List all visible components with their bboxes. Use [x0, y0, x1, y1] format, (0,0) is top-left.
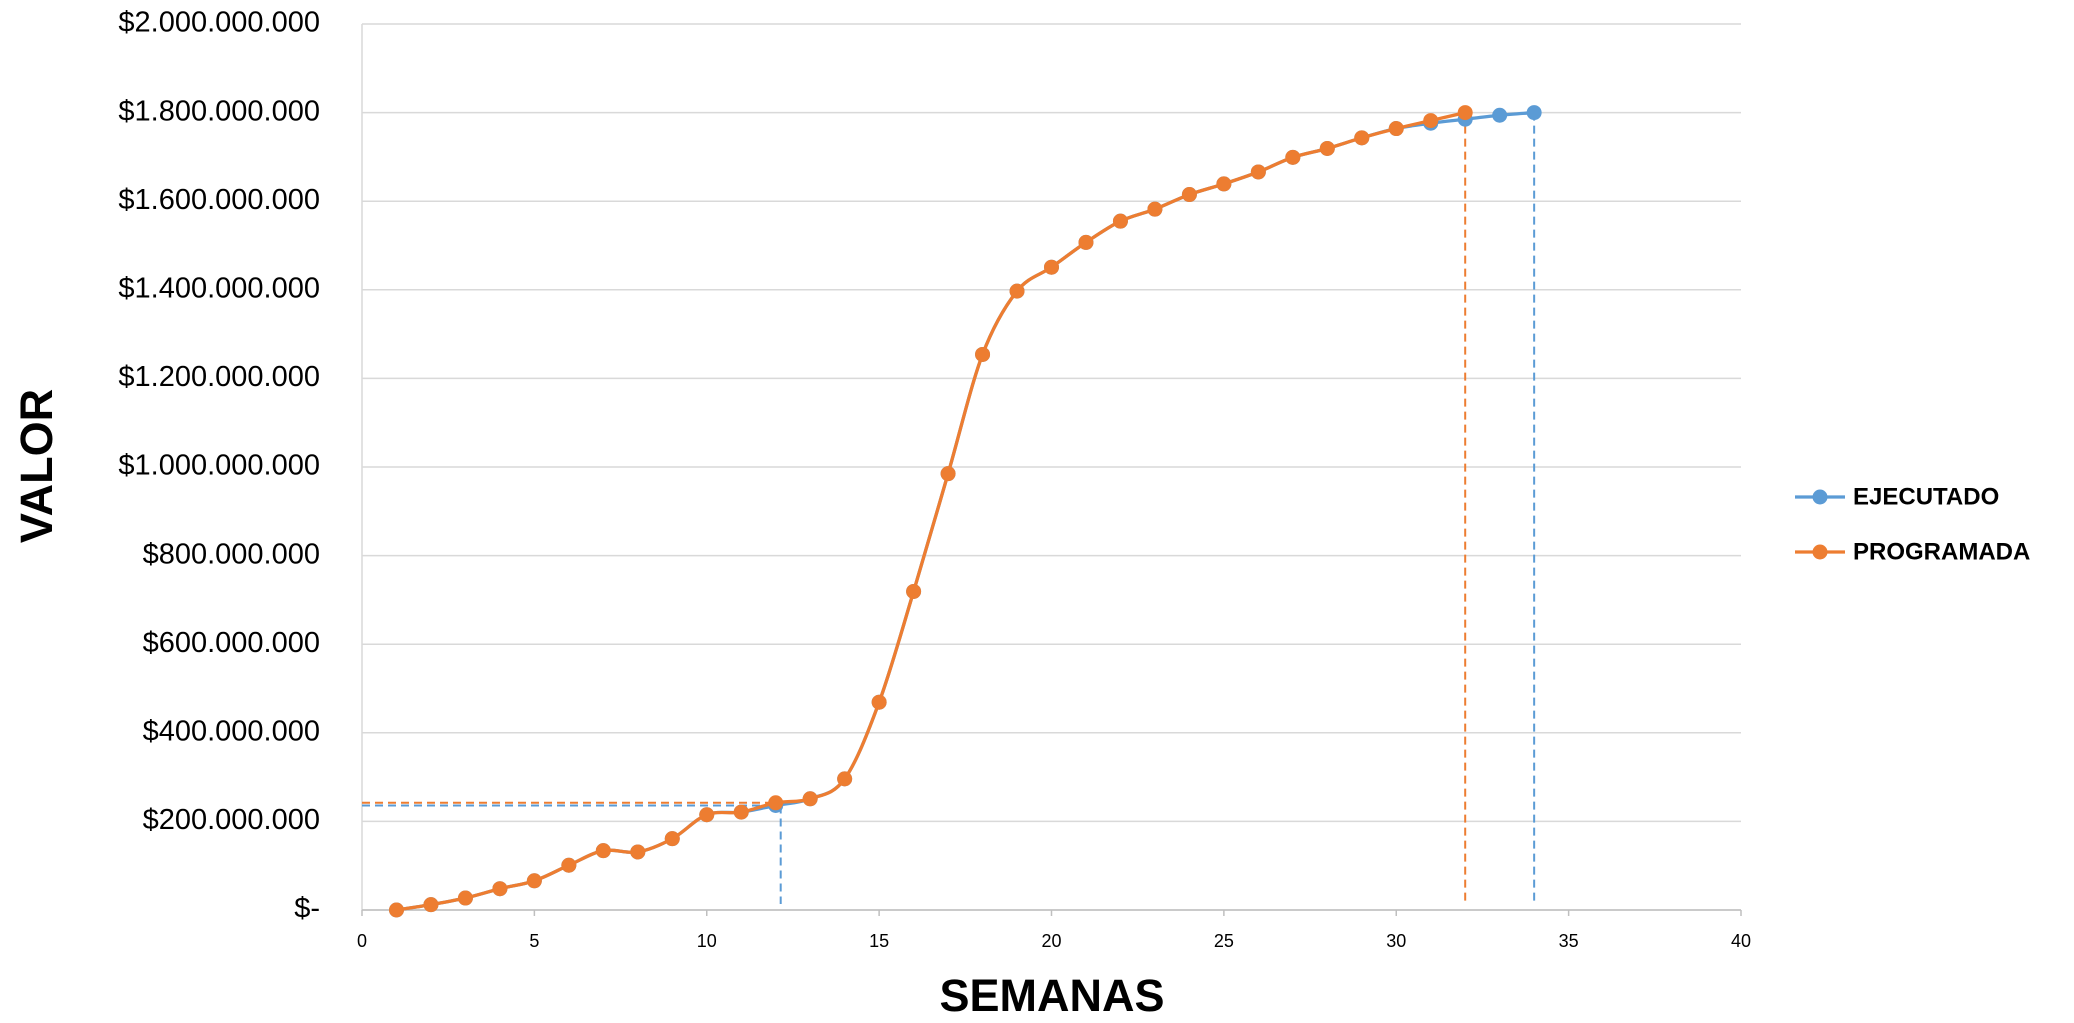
data-point — [1078, 235, 1093, 250]
x-axis-title: SEMANAS — [939, 970, 1164, 1021]
data-point — [1251, 164, 1266, 179]
data-point — [1182, 187, 1197, 202]
y-tick-label: $1.800.000.000 — [118, 95, 320, 127]
x-tick-label: 5 — [529, 931, 539, 951]
data-point — [630, 844, 645, 859]
y-tick-label: $2.000.000.000 — [118, 7, 320, 39]
data-point — [975, 347, 990, 362]
chart: SEMANAS VALOR $- $200.000.000 $400.000.000… — [0, 0, 2074, 1023]
y-axis-title: VALOR — [11, 389, 62, 543]
y-tick-label: $1.400.000.000 — [118, 272, 320, 304]
legend-marker — [1813, 545, 1828, 560]
x-tick-label: 40 — [1731, 931, 1751, 951]
data-point — [423, 897, 438, 912]
y-tick-label: $1.600.000.000 — [118, 184, 320, 216]
data-point — [803, 791, 818, 806]
data-point — [492, 881, 507, 896]
background — [0, 0, 2074, 1023]
data-point — [458, 891, 473, 906]
y-tick-label: $1.000.000.000 — [118, 450, 320, 482]
x-tick-label: 30 — [1386, 931, 1406, 951]
data-point — [561, 858, 576, 873]
data-point — [1113, 214, 1128, 229]
data-point — [389, 903, 404, 918]
data-point — [906, 584, 921, 599]
data-point — [1389, 121, 1404, 136]
x-tick-label: 10 — [697, 931, 717, 951]
data-point — [734, 805, 749, 820]
data-point — [665, 831, 680, 846]
data-point — [1147, 202, 1162, 217]
x-tick-label: 15 — [869, 931, 889, 951]
data-point — [872, 695, 887, 710]
x-tick-label: 25 — [1214, 931, 1234, 951]
x-tick-label: 0 — [357, 931, 367, 951]
data-point — [941, 466, 956, 481]
data-point — [527, 873, 542, 888]
y-tick-label: $800.000.000 — [143, 538, 320, 570]
data-point — [699, 807, 714, 822]
y-tick-label: $1.200.000.000 — [118, 361, 320, 393]
x-tick-label: 35 — [1559, 931, 1579, 951]
data-point — [1492, 108, 1507, 123]
data-point — [1527, 105, 1542, 120]
data-point — [596, 843, 611, 858]
data-point — [1216, 176, 1231, 191]
data-point — [1044, 260, 1059, 275]
legend-marker — [1813, 490, 1828, 505]
data-point — [1010, 284, 1025, 299]
x-tick-label: 20 — [1041, 931, 1061, 951]
legend-label: PROGRAMADA — [1853, 538, 2030, 565]
data-point — [1458, 105, 1473, 120]
y-tick-label: $- — [294, 893, 320, 925]
legend-label: EJECUTADO — [1853, 483, 1999, 510]
data-point — [1285, 150, 1300, 165]
data-point — [1320, 141, 1335, 156]
y-tick-label: $400.000.000 — [143, 715, 320, 747]
y-tick-label: $600.000.000 — [143, 627, 320, 659]
data-point — [837, 771, 852, 786]
data-point — [1423, 113, 1438, 128]
data-point — [768, 795, 783, 810]
data-point — [1354, 130, 1369, 145]
y-tick-label: $200.000.000 — [143, 804, 320, 836]
